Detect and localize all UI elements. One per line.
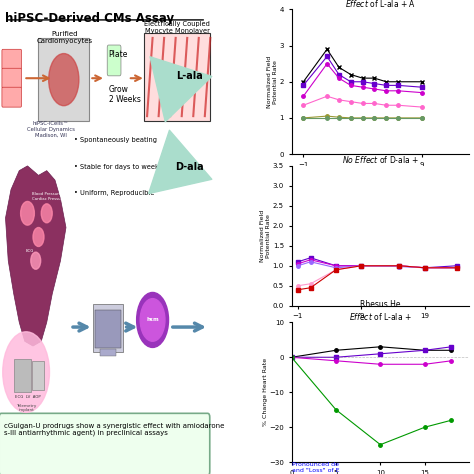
Circle shape bbox=[33, 228, 44, 246]
FancyBboxPatch shape bbox=[100, 349, 116, 356]
Text: D-ala: D-ala bbox=[175, 162, 204, 172]
Text: • Spontaneously beating: • Spontaneously beating bbox=[74, 137, 157, 144]
Text: ECG: ECG bbox=[26, 249, 35, 253]
Text: cGuigan-U prodrugs show a synergistic effect with amiodarone
s-III antiarrhythmi: cGuigan-U prodrugs show a synergistic ef… bbox=[4, 423, 225, 436]
Circle shape bbox=[140, 299, 165, 341]
X-axis label: Time (h: Time (h bbox=[367, 325, 393, 331]
Y-axis label: % Change Heart Rate: % Change Heart Rate bbox=[263, 358, 268, 426]
Text: • Stable for days to weeks: • Stable for days to weeks bbox=[74, 164, 163, 170]
Title: Rhesus He
$\it{Effect}$ of L-ala +: Rhesus He $\it{Effect}$ of L-ala + bbox=[349, 300, 412, 321]
Circle shape bbox=[137, 292, 169, 347]
Text: Telemetry
implant: Telemetry implant bbox=[16, 404, 36, 412]
FancyBboxPatch shape bbox=[2, 49, 21, 69]
FancyBboxPatch shape bbox=[92, 304, 123, 352]
Text: Blood Pressure
Cardiac Pressure: Blood Pressure Cardiac Pressure bbox=[32, 192, 64, 201]
Text: hεm: hεm bbox=[146, 318, 159, 322]
FancyBboxPatch shape bbox=[14, 359, 31, 392]
FancyBboxPatch shape bbox=[0, 413, 210, 474]
Text: Electrically Coupled
Myocyte Monolayer: Electrically Coupled Myocyte Monolayer bbox=[145, 21, 210, 34]
Y-axis label: Normalized Field
Potential Rate: Normalized Field Potential Rate bbox=[267, 55, 278, 108]
FancyArrowPatch shape bbox=[148, 130, 212, 193]
Circle shape bbox=[41, 204, 52, 223]
FancyBboxPatch shape bbox=[144, 33, 210, 121]
Text: Plate: Plate bbox=[109, 50, 128, 59]
FancyBboxPatch shape bbox=[2, 68, 21, 88]
Circle shape bbox=[31, 252, 41, 269]
Circle shape bbox=[3, 332, 49, 412]
FancyBboxPatch shape bbox=[95, 310, 121, 348]
FancyBboxPatch shape bbox=[32, 361, 44, 390]
FancyBboxPatch shape bbox=[38, 38, 89, 121]
Text: hiPSC-Derived CMs Assay: hiPSC-Derived CMs Assay bbox=[6, 12, 174, 25]
Text: Purified
Cardiomyocytes: Purified Cardiomyocytes bbox=[36, 31, 93, 44]
Text: Grow
2 Weeks: Grow 2 Weeks bbox=[109, 85, 140, 104]
Title: $\it{Effect}$ of L-ala + A: $\it{Effect}$ of L-ala + A bbox=[345, 0, 416, 9]
Text: ECG  LV  AOP: ECG LV AOP bbox=[15, 395, 41, 399]
Text: Pronounced de
and "Loss" of E: Pronounced de and "Loss" of E bbox=[292, 462, 339, 473]
X-axis label: Time (hr): Time (hr) bbox=[365, 173, 396, 180]
Title: $\it{No\ Effect}$ of D-ala +: $\it{No\ Effect}$ of D-ala + bbox=[342, 154, 419, 165]
Circle shape bbox=[49, 54, 79, 106]
FancyArrowPatch shape bbox=[150, 57, 212, 122]
Circle shape bbox=[21, 201, 34, 225]
Y-axis label: Normalized Field
Potential Rate: Normalized Field Potential Rate bbox=[260, 210, 271, 262]
Polygon shape bbox=[6, 166, 66, 346]
Text: hiPSC-iCells™
Cellular Dynamics
Madison, WI: hiPSC-iCells™ Cellular Dynamics Madison,… bbox=[27, 121, 75, 137]
FancyBboxPatch shape bbox=[107, 45, 121, 76]
FancyBboxPatch shape bbox=[2, 87, 21, 107]
Text: L-ala: L-ala bbox=[176, 71, 203, 81]
Text: • Uniform, Reproducible: • Uniform, Reproducible bbox=[74, 190, 155, 196]
